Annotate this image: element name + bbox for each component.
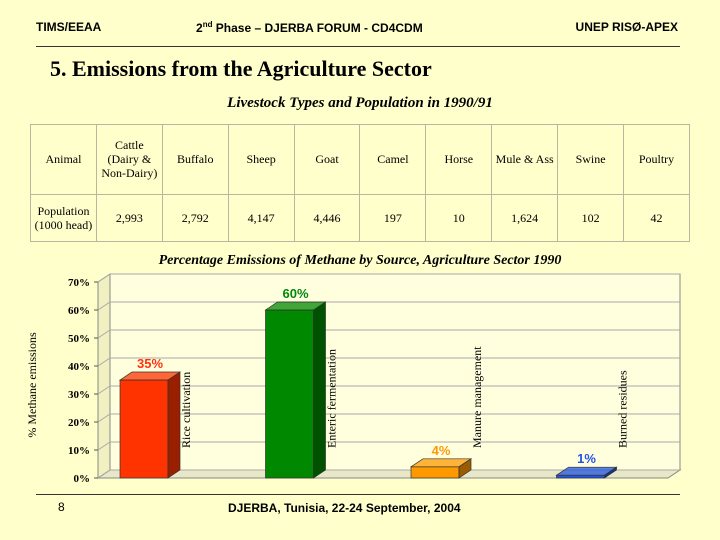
- table-cell: 197: [359, 193, 427, 243]
- category-label: Enteric fermentation: [325, 349, 339, 448]
- table-header-cell: Swine: [557, 124, 625, 195]
- gridline: [97, 301, 680, 311]
- y-tick-label: 20%: [68, 417, 90, 429]
- y-tick-label: 30%: [68, 389, 90, 401]
- y-tick-label: 0%: [74, 473, 91, 485]
- header-center-prefix: 2: [196, 21, 203, 35]
- table-header-cell: Sheep: [227, 124, 295, 195]
- category-label: Manure management: [470, 346, 484, 448]
- header-right: UNEP RISØ-APEX: [575, 20, 678, 34]
- footer-event: DJERBA, Tunisia, 22-24 September, 2004: [228, 501, 461, 515]
- table-header-cell: Buffalo: [161, 124, 229, 195]
- header-center-sup: nd: [202, 20, 213, 29]
- slide-title: 5. Emissions from the Agriculture Sector: [50, 56, 432, 81]
- gridline: [97, 385, 680, 395]
- bar-front: [265, 309, 314, 479]
- y-axis-label: % Methane emissions: [25, 332, 39, 438]
- header-center-rest: Phase – DJERBA FORUM - CD4CDM: [212, 21, 423, 35]
- table-header-cell: Mule & Ass: [491, 124, 559, 195]
- table-header-cell: Camel: [359, 124, 427, 195]
- bar-front: [410, 466, 460, 479]
- gridline: [97, 413, 680, 423]
- header-center: 2nd Phase – DJERBA FORUM - CD4CDM: [196, 20, 423, 35]
- bar-side: [458, 458, 472, 479]
- top-divider: [36, 46, 680, 47]
- category-label: Burned residues: [616, 370, 630, 448]
- bar-side: [167, 371, 181, 479]
- bar-side: [313, 301, 326, 479]
- bottom-divider: [36, 494, 680, 495]
- y-tick-label: 70%: [68, 277, 90, 289]
- table-header-cell: Cattle (Dairy & Non-Dairy): [95, 124, 163, 195]
- y-tick-label: 60%: [68, 305, 90, 317]
- gridline: [97, 273, 680, 283]
- table-cell: 42: [623, 193, 690, 243]
- chart-back-wall: [109, 273, 681, 471]
- bar-side: [604, 466, 617, 479]
- bar-data-label: 1%: [577, 451, 596, 466]
- table-cell: 4,147: [227, 193, 295, 243]
- gridline: [97, 357, 680, 367]
- table-row: Population (1000 head) 2,993 2,792 4,147…: [30, 193, 690, 243]
- table-header-cell: Goat: [293, 124, 361, 195]
- page-number: 8: [58, 500, 65, 514]
- table-header-row: Animal Cattle (Dairy & Non-Dairy) Buffal…: [30, 124, 690, 195]
- table-cell: 2,792: [161, 193, 229, 243]
- header-left: TIMS/EEAA: [36, 20, 102, 34]
- methane-bar-chart: 0% 10% 20% 30% 40% 50% 60% 70% % Methane emissio…: [25, 273, 682, 485]
- bar-front: [119, 379, 169, 479]
- y-tick-label: 50%: [68, 333, 90, 345]
- bar-data-label: 60%: [282, 286, 308, 301]
- table-header-cell: Horse: [425, 124, 493, 195]
- bar-front: [556, 474, 605, 479]
- chart-side-wall: [97, 273, 111, 479]
- chart-title: Percentage Emissions of Methane by Sourc…: [158, 253, 562, 268]
- gridline: [97, 469, 680, 479]
- y-tick-label: 10%: [68, 445, 90, 457]
- table-cell: 10: [425, 193, 493, 243]
- table-caption: Livestock Types and Population in 1990/9…: [227, 95, 493, 111]
- gridline: [97, 329, 680, 339]
- category-label: Rice cultivation: [179, 372, 193, 448]
- y-tick-label: 40%: [68, 361, 90, 373]
- table-cell: 4,446: [293, 193, 361, 243]
- livestock-table: Animal Cattle (Dairy & Non-Dairy) Buffal…: [30, 124, 690, 243]
- table-cell: 102: [557, 193, 625, 243]
- table-cell: 1,624: [491, 193, 559, 243]
- bar-data-label: 35%: [137, 356, 163, 371]
- gridline: [97, 441, 680, 451]
- table-cell: Population (1000 head): [30, 193, 97, 243]
- table-cell: 2,993: [95, 193, 163, 243]
- table-header-cell: Animal: [30, 124, 97, 195]
- bar-data-label: 4%: [432, 443, 451, 458]
- table-header-cell: Poultry: [623, 124, 690, 195]
